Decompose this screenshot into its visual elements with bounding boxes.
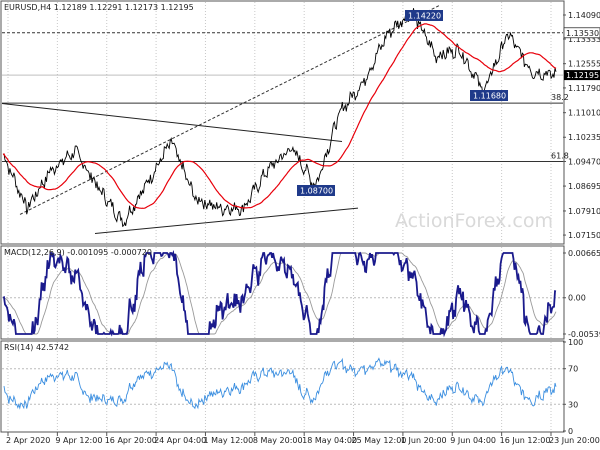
high-annotation-label: 1.14220 — [408, 12, 441, 21]
time-label: 16 Jun 12:00 — [500, 436, 551, 445]
current-price-tag — [564, 70, 600, 81]
price-tick-label: 1.07150 — [568, 231, 600, 240]
time-label: 24 Apr 04:00 — [154, 436, 206, 445]
rsi-line — [3, 357, 557, 410]
channel-dashed-line — [19, 4, 441, 215]
macd-tick-label: -0.005391 — [568, 330, 600, 339]
rsi-header: RSI(14) 42.5742 — [4, 343, 69, 352]
macd-header: MACD(12,26,9) -0.001095 -0.000720 — [4, 248, 152, 257]
price-tick-label: 1.08695 — [568, 182, 600, 191]
low-left-annotation-label: 1.08700 — [300, 187, 333, 196]
triangle-upper-line — [1, 102, 343, 143]
time-label: 1 May 12:00 — [203, 436, 253, 445]
time-label: 16 Apr 20:00 — [105, 436, 157, 445]
high-annotation-box — [405, 10, 443, 21]
rsi-tick-label: 0 — [568, 427, 573, 436]
resistance-label: 1.13530 — [566, 29, 599, 38]
time-label: 9 Jun 04:00 — [450, 436, 496, 445]
price-tick-label: 1.07910 — [568, 207, 600, 216]
main-header: EURUSD,H4 1.12189 1.12291 1.12173 1.1219… — [4, 3, 194, 12]
rsi-tick-label: 100 — [568, 338, 583, 347]
macd-tick-label: 0.00 — [568, 294, 586, 303]
low-right-annotation-box — [470, 90, 508, 101]
price-tick-label: 1.09470 — [568, 158, 600, 167]
annotations: 1.12195 1.13530 1.14220 1.11680 1.08700 38.2 6… — [297, 10, 600, 196]
time-label: 8 May 20:00 — [253, 436, 303, 445]
time-label: 23 Jun 20:00 — [549, 436, 600, 445]
time-label: 1 Jun 20:00 — [401, 436, 447, 445]
price-tick-label: 1.13333 — [568, 35, 600, 44]
fib-38-label: 38.2 — [551, 93, 569, 102]
triangle-lower-line — [94, 207, 359, 234]
low-left-annotation-box — [297, 185, 335, 196]
price-tick-label: 1.10235 — [568, 133, 600, 142]
rsi-tick-label: 70 — [568, 365, 578, 374]
watermark: ActionForex.com — [395, 210, 553, 232]
rsi-tick-label: 30 — [568, 400, 578, 409]
time-label: 2 Apr 2020 — [6, 436, 50, 445]
current-price-label: 1.12195 — [566, 71, 599, 80]
macd-series — [2, 249, 557, 338]
price-series — [2, 8, 557, 228]
price-tick-label: 1.11790 — [568, 84, 600, 93]
time-label: 18 May 04:00 — [302, 436, 357, 445]
fib-61-label: 61.8 — [551, 152, 569, 161]
trend-lines — [1, 4, 563, 234]
price-tick-label: 1.14090 — [568, 11, 600, 20]
time-label: 25 May 12:00 — [352, 436, 407, 445]
time-label: 9 Apr 12:00 — [55, 436, 102, 445]
low-right-annotation-label: 1.11680 — [473, 92, 506, 101]
moving-average-line — [2, 23, 557, 209]
resistance-tag — [563, 27, 600, 39]
price-line — [2, 8, 557, 228]
price-panel — [0, 0, 565, 245]
macd-line — [2, 249, 557, 338]
rsi-panel — [0, 340, 565, 433]
macd-tick-label: 0.006655 — [568, 249, 600, 258]
rsi-series — [3, 357, 557, 410]
price-tick-label: 1.12555 — [568, 60, 600, 69]
price-tick-label: 1.11010 — [568, 109, 600, 118]
